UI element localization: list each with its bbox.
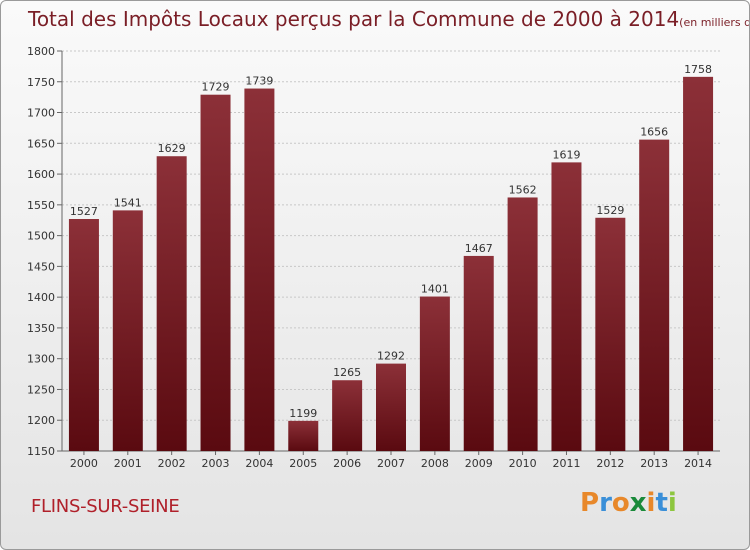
y-tick-label: 1750 xyxy=(27,76,55,89)
bar-2005[interactable] xyxy=(288,420,319,451)
bar-2013[interactable] xyxy=(639,139,670,451)
bar-2000[interactable] xyxy=(68,219,99,451)
x-tick-labels: 2000 2001 2002 2003 2004 2005 2006 2007 2008 2009… xyxy=(70,457,712,470)
bar-2010[interactable] xyxy=(507,197,538,451)
bars xyxy=(68,76,714,452)
value-label: 1199 xyxy=(289,407,317,420)
y-tick-labels: 1150 1200 1250 1300 1350 1400 1450 1500 1550 1600… xyxy=(27,45,55,458)
y-tick-label: 1150 xyxy=(27,445,55,458)
brand-letter: t xyxy=(655,488,668,518)
value-label: 1292 xyxy=(377,350,405,363)
value-label: 1467 xyxy=(465,242,493,255)
brand-letter: i xyxy=(646,488,656,518)
bar-2012[interactable] xyxy=(595,217,626,451)
value-label: 1729 xyxy=(202,81,230,94)
y-tick-label: 1250 xyxy=(27,383,55,396)
x-tick-label: 2010 xyxy=(509,457,537,470)
y-tick-label: 1600 xyxy=(27,168,55,181)
brand-letter: r xyxy=(599,488,612,518)
chart-title-text: Total des Impôts Locaux perçus par la Co… xyxy=(28,7,680,31)
y-tick-label: 1350 xyxy=(27,322,55,335)
y-tick-label: 1500 xyxy=(27,230,55,243)
chart-title: Total des Impôts Locaux perçus par la Co… xyxy=(28,7,749,31)
value-label: 1619 xyxy=(552,148,580,161)
x-tick-label: 2013 xyxy=(640,457,668,470)
x-tick-label: 2005 xyxy=(289,457,317,470)
value-label: 1529 xyxy=(596,204,624,217)
x-tick-label: 2009 xyxy=(465,457,493,470)
value-label: 1629 xyxy=(158,142,186,155)
bar-2011[interactable] xyxy=(551,162,582,451)
value-label: 1527 xyxy=(70,205,98,218)
proxiti-logo[interactable]: Proxiti xyxy=(580,488,677,518)
y-tick-label: 1300 xyxy=(27,353,55,366)
x-tick-label: 2012 xyxy=(596,457,624,470)
value-label: 1265 xyxy=(333,366,361,379)
x-tick-label: 2001 xyxy=(114,457,142,470)
x-tick-label: 2014 xyxy=(684,457,712,470)
value-label: 1401 xyxy=(421,283,449,296)
bar-2002[interactable] xyxy=(156,156,187,451)
brand-letter: i xyxy=(667,488,677,518)
brand-letter: P xyxy=(580,488,600,518)
y-tick-label: 1450 xyxy=(27,260,55,273)
bar-2003[interactable] xyxy=(200,94,231,451)
bar-2006[interactable] xyxy=(332,380,363,451)
value-label: 1739 xyxy=(245,75,273,88)
x-tick-label: 2003 xyxy=(202,457,230,470)
y-tick-label: 1650 xyxy=(27,137,55,150)
value-label: 1758 xyxy=(684,63,712,76)
bar-2009[interactable] xyxy=(463,255,494,451)
bar-2007[interactable] xyxy=(376,363,406,451)
bar-2008[interactable] xyxy=(419,296,450,451)
value-label: 1541 xyxy=(114,196,142,209)
brand-letter: x xyxy=(629,488,647,518)
x-tick-label: 2007 xyxy=(377,457,405,470)
value-label: 1656 xyxy=(640,126,668,139)
y-tick-label: 1400 xyxy=(27,291,55,304)
y-tick-label: 1550 xyxy=(27,199,55,212)
y-tick-label: 1700 xyxy=(27,107,55,120)
bar-2001[interactable] xyxy=(112,210,143,451)
x-tick-label: 2006 xyxy=(333,457,361,470)
value-label: 1562 xyxy=(509,183,537,196)
commune-name: FLINS-SUR-SEINE xyxy=(31,496,180,517)
x-tick-label: 2000 xyxy=(70,457,98,470)
x-tick-label: 2004 xyxy=(245,457,273,470)
bar-2014[interactable] xyxy=(683,76,714,451)
x-tick-label: 2002 xyxy=(158,457,186,470)
value-labels: 1527 1541 1629 1729 1739 1199 1265 1292 1401 1467… xyxy=(70,63,712,420)
x-tick-label: 2008 xyxy=(421,457,449,470)
y-tick-label: 1200 xyxy=(27,414,55,427)
brand-letter: o xyxy=(611,488,630,518)
x-tick-label: 2011 xyxy=(552,457,580,470)
y-tick-label: 1800 xyxy=(27,45,55,58)
bar-2004[interactable] xyxy=(244,88,275,452)
chart-unit: (en milliers d'€) xyxy=(679,16,749,29)
